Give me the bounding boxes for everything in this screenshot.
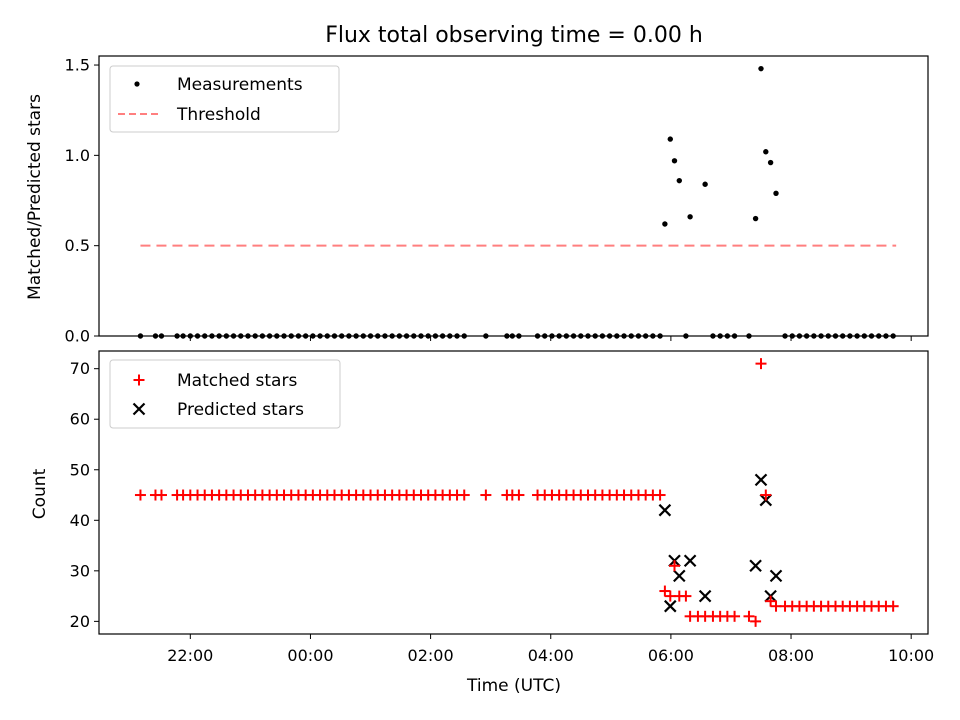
bottom-xtick-label: 04:00 <box>528 646 574 665</box>
legend-x-glyph <box>132 402 146 416</box>
measurement-point <box>676 177 682 184</box>
top-legend: Measurements Threshold <box>109 65 340 133</box>
matched-point <box>680 590 692 602</box>
bottom-x-axis-label: Time (UTC) <box>466 676 561 696</box>
bottom-axes-frame <box>98 350 929 635</box>
measurement-point <box>702 181 708 187</box>
legend-matched-label: Matched stars <box>177 371 297 391</box>
bottom-panel: Count Time (UTC) 20 30 40 50 60 70 22:00 00:00… <box>30 350 934 696</box>
matched-point <box>743 610 755 622</box>
top-y-axis-label: Matched/Predicted stars <box>25 94 45 300</box>
matched-point <box>755 358 767 370</box>
legend-threshold-label: Threshold <box>176 105 261 125</box>
bottom-plot-area <box>134 358 899 627</box>
measurement-point <box>671 158 678 164</box>
bottom-xtick-label: 06:00 <box>648 646 694 665</box>
predicted-point <box>698 589 712 603</box>
measurement-point <box>773 190 779 196</box>
predicted-point <box>769 569 783 583</box>
bottom-ytick-label: 20 <box>70 612 90 631</box>
measurement-point <box>662 221 668 227</box>
measurement-point <box>758 65 764 72</box>
legend-matched-marker <box>133 374 145 386</box>
top-ytick-label: 1.5 <box>65 56 90 75</box>
predicted-point <box>664 599 677 613</box>
bottom-legend-box <box>109 359 341 429</box>
top-panel: Matched/Predicted stars 0.0 0.5 1.0 1.5 Mea… <box>25 55 929 346</box>
bottom-xtick-label: 22:00 <box>167 646 213 665</box>
bottom-ytick-label: 70 <box>70 359 90 378</box>
legend-predicted-marker <box>132 402 146 416</box>
matched-point <box>513 489 525 501</box>
bottom-xtick-label: 02:00 <box>408 646 454 665</box>
bottom-xtick-label: 00:00 <box>287 646 333 665</box>
bottom-ytick-label: 40 <box>70 511 90 530</box>
matched-point <box>155 489 167 501</box>
predicted-point <box>754 473 768 487</box>
legend-predicted-label: Predicted stars <box>177 400 304 420</box>
bottom-ytick-label: 60 <box>70 410 90 429</box>
measurement-point <box>763 149 769 155</box>
top-legend-box <box>109 65 340 133</box>
top-ytick-label: 1.0 <box>65 146 90 165</box>
predicted-point <box>683 554 697 568</box>
bottom-legend: Matched stars Predicted stars <box>109 359 341 429</box>
top-ytick-label: 0.0 <box>65 327 90 346</box>
top-y-ticks: 0.0 0.5 1.0 1.5 <box>65 56 99 346</box>
legend-measurements-label: Measurements <box>177 75 303 95</box>
bottom-x-ticks: 22:00 00:00 02:00 04:00 06:00 08:00 10:00 <box>167 634 934 665</box>
measurement-point <box>752 215 759 222</box>
matched-point <box>760 489 772 501</box>
top-ytick-label: 0.5 <box>65 236 90 255</box>
matched-point <box>750 615 762 627</box>
matched-point <box>659 585 671 597</box>
matched-point <box>134 489 146 501</box>
bottom-xtick-label: 10:00 <box>888 646 934 665</box>
bottom-y-axis-label: Count <box>30 468 50 519</box>
measurement-point <box>667 136 673 142</box>
top-axes-frame <box>98 55 929 337</box>
matched-point <box>887 600 899 612</box>
bottom-xtick-label: 08:00 <box>768 646 814 665</box>
predicted-point <box>658 503 672 517</box>
bottom-ytick-label: 50 <box>70 460 90 479</box>
matched-point <box>654 489 666 501</box>
matched-point <box>765 595 777 607</box>
measurement-point <box>687 214 693 220</box>
matched-point <box>458 489 470 501</box>
matched-point <box>480 489 492 501</box>
chart-title: Flux total observing time = 0.00 h <box>325 23 703 48</box>
bottom-ytick-label: 30 <box>70 561 90 580</box>
legend-plus-glyph <box>133 374 145 386</box>
predicted-point <box>673 569 686 583</box>
bottom-y-ticks: 20 30 40 50 60 70 <box>70 359 99 631</box>
matched-point <box>668 560 680 572</box>
matched-point <box>729 610 741 622</box>
measurement-point <box>767 159 774 166</box>
predicted-point <box>749 559 762 573</box>
legend-measurements-marker <box>134 81 140 87</box>
